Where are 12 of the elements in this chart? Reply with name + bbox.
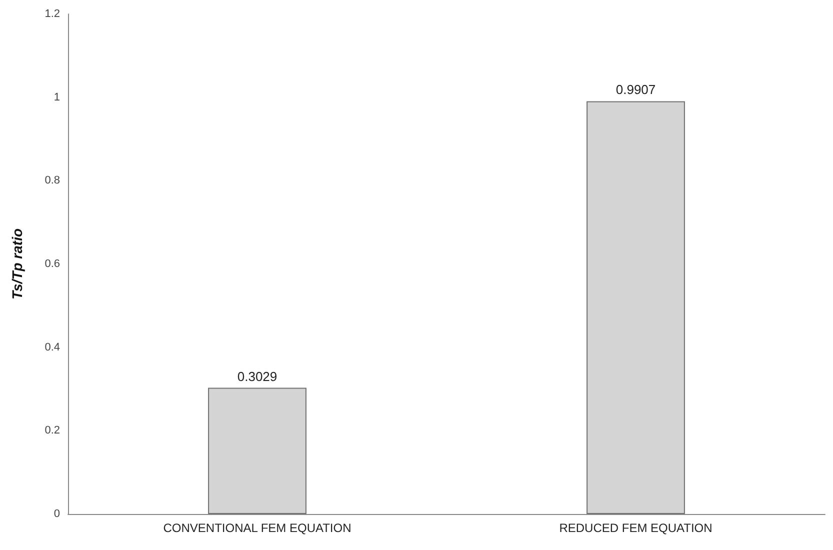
x-tick-label: REDUCED FEM EQUATION bbox=[559, 521, 712, 535]
y-tick-label: 0.4 bbox=[44, 341, 60, 354]
y-tick-label: 0.8 bbox=[44, 174, 60, 187]
y-axis-title: Ts/Tp ratio bbox=[9, 228, 25, 300]
x-tick-label: CONVENTIONAL FEM EQUATION bbox=[163, 521, 352, 535]
y-tick-label: 0.2 bbox=[44, 424, 60, 437]
y-tick-label: 0 bbox=[54, 508, 60, 520]
data-label: 0.9907 bbox=[616, 82, 656, 98]
y-tick-label: 1.2 bbox=[44, 8, 60, 20]
data-label: 0.3029 bbox=[237, 368, 278, 384]
y-tick-label: 0.6 bbox=[44, 258, 60, 270]
y-tick-label: 1 bbox=[54, 91, 60, 104]
